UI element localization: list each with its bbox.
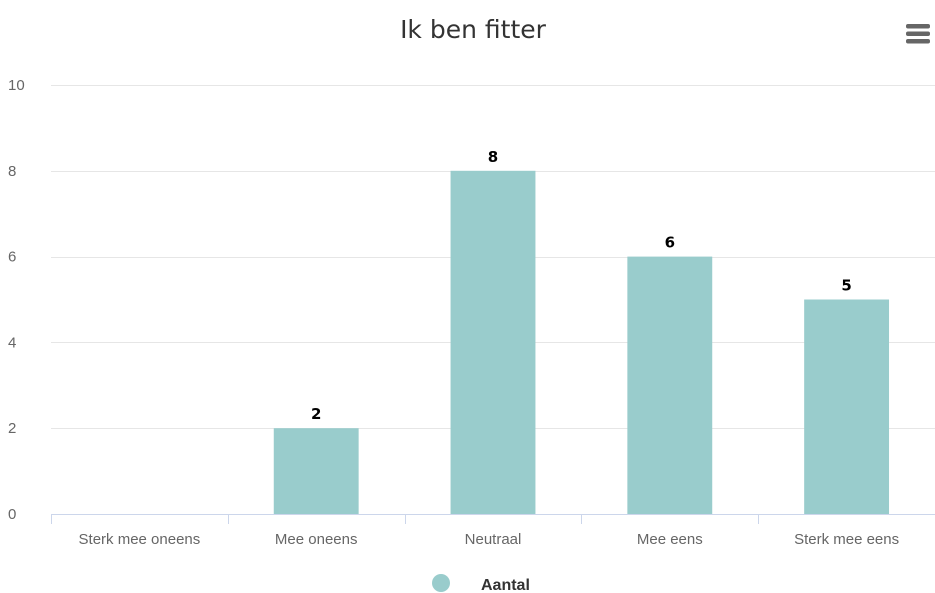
y-tick-label: 6	[8, 249, 16, 266]
x-axis: Sterk mee oneens Mee oneens Neutraal Mee ee…	[51, 514, 935, 548]
x-category-label: Sterk mee eens	[794, 531, 899, 548]
data-label: 8	[488, 148, 498, 166]
x-category-label: Mee oneens	[275, 531, 358, 548]
x-category-label: Neutraal	[465, 531, 522, 548]
bars	[273, 170, 890, 515]
bar	[450, 170, 536, 515]
y-tick-label: 10	[8, 77, 25, 94]
menu-icon[interactable]	[906, 24, 930, 44]
chart-title: Ik ben fitter	[400, 15, 547, 44]
bar	[804, 299, 890, 514]
x-category-label: Sterk mee oneens	[79, 531, 201, 548]
legend-label: Aantal	[481, 577, 530, 593]
x-category-label: Mee eens	[637, 531, 703, 548]
legend[interactable]: Aantal	[432, 574, 530, 593]
y-tick-label: 0	[8, 506, 16, 523]
bar	[627, 256, 713, 514]
y-tick-label: 4	[8, 334, 16, 351]
data-label: 6	[665, 234, 675, 252]
data-label: 5	[841, 277, 851, 295]
bar	[273, 428, 359, 514]
y-tick-label: 8	[8, 163, 16, 180]
data-labels: 2 8 6 5	[311, 148, 852, 423]
y-tick-label: 2	[8, 420, 16, 437]
data-label: 2	[311, 405, 321, 423]
legend-swatch	[432, 574, 450, 592]
y-axis-ticks: 0 2 4 6 8 10	[8, 77, 25, 523]
